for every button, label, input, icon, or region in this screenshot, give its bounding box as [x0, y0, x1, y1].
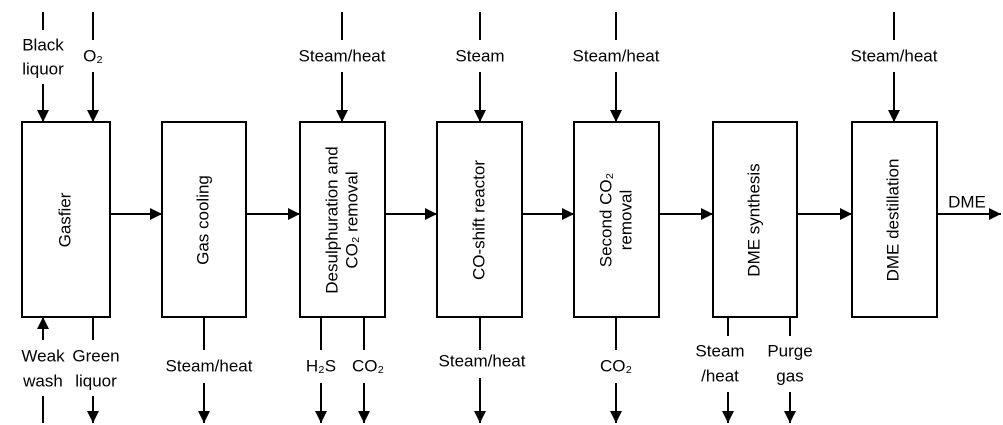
node-label: Second CO₂ — [596, 173, 615, 267]
output-label: liquor — [75, 371, 117, 390]
flow-arrows: DME — [110, 192, 1001, 220]
node-label: Gasfier — [55, 192, 74, 247]
input-label: wash — [22, 371, 63, 390]
box — [21, 121, 111, 318]
input-label: Black — [22, 35, 64, 54]
output-label: Purge — [767, 341, 812, 360]
output-label: Steam/heat — [439, 351, 526, 370]
input-label: Steam/heat — [573, 46, 660, 65]
output-label: H₂S — [306, 356, 336, 375]
output-label: DME — [948, 192, 986, 211]
outputs: Green liquor Steam/heat H₂S CO₂ Steam/he… — [72, 317, 813, 423]
input-label: Steam — [455, 46, 504, 65]
node-label: Gas cooling — [193, 175, 212, 265]
input-label: liquor — [22, 59, 64, 78]
boxes — [21, 121, 938, 318]
output-label: gas — [776, 366, 803, 385]
output-label: Green — [72, 346, 119, 365]
input-label: Weak — [21, 346, 65, 365]
input-label: O₂ — [83, 46, 103, 65]
box — [851, 121, 938, 318]
node-label: DME destillation — [883, 159, 902, 282]
input-label: Steam/heat — [851, 46, 938, 65]
output-label: Steam — [695, 341, 744, 360]
input-label: Steam/heat — [299, 46, 386, 65]
inputs: Black liquor O₂ Steam/heat Steam Steam/h… — [21, 12, 938, 423]
output-label: CO₂ — [600, 356, 632, 375]
node-label: removal — [616, 190, 635, 250]
node-label: CO-shift reactor — [469, 160, 488, 280]
output-label: Steam/heat — [166, 356, 253, 375]
box — [436, 121, 523, 318]
node-labels: Gasfier Gas cooling Desulphuration and C… — [55, 146, 902, 293]
output-label: /heat — [701, 366, 739, 385]
box — [161, 121, 247, 318]
node-label: DME synthesis — [744, 163, 763, 276]
output-label: CO₂ — [352, 356, 384, 375]
box — [712, 121, 798, 318]
node-label: Desulphuration and — [322, 146, 341, 293]
node-label: CO₂ removal — [342, 171, 361, 268]
